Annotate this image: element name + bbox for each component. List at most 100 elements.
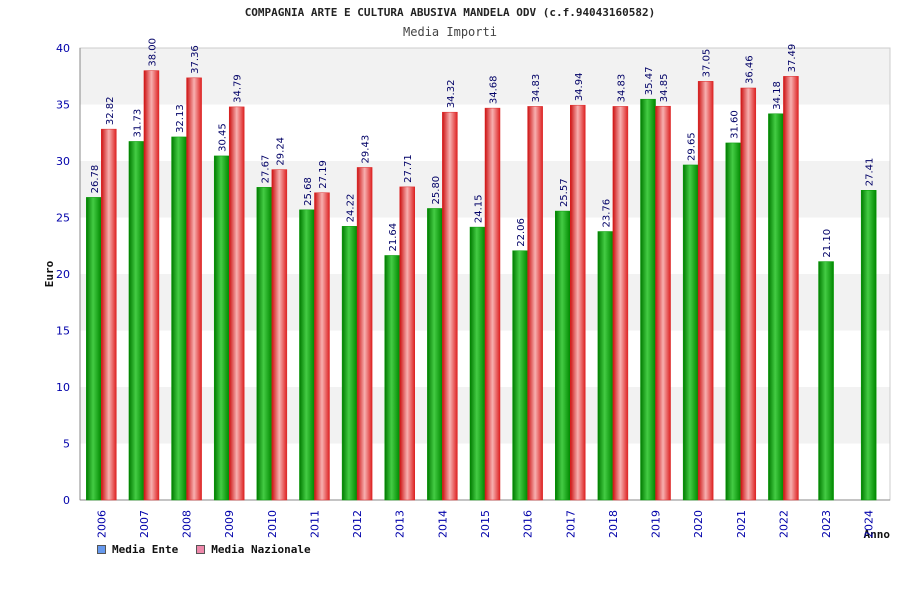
data-label: 27.67 (260, 155, 271, 184)
bar-media-ente (860, 190, 877, 501)
data-label: 29.65 (687, 132, 698, 161)
data-label: 30.45 (218, 123, 229, 152)
x-tick-label: 2008 (181, 510, 194, 538)
data-label: 34.83 (616, 74, 627, 103)
legend-swatch-nazionale (196, 545, 206, 554)
x-tick-label: 2014 (436, 510, 449, 538)
bar-media-nazionale (399, 186, 415, 501)
x-tick-label: 2019 (650, 510, 663, 538)
data-label: 32.82 (105, 96, 116, 125)
bar-media-nazionale (570, 104, 586, 501)
bar-media-ente (640, 98, 656, 501)
data-label: 26.78 (90, 165, 101, 194)
bar-media-ente (512, 250, 528, 501)
data-label: 21.10 (822, 229, 833, 258)
data-label: 24.15 (474, 194, 485, 223)
legend-item-ente: Media Ente (97, 543, 178, 556)
bar-media-ente (818, 261, 834, 501)
x-tick-label: 2015 (479, 510, 492, 538)
y-axis-label: Euro (43, 260, 56, 287)
bar-media-ente (768, 113, 784, 501)
bar-media-nazionale (655, 105, 671, 501)
bar-media-ente (725, 142, 742, 501)
data-label: 27.41 (865, 158, 876, 187)
x-tick-label: 2016 (522, 510, 535, 538)
data-label: 29.24 (275, 137, 286, 166)
legend: Media Ente Media Nazionale (97, 543, 311, 556)
data-label: 32.13 (175, 104, 186, 133)
bar-media-nazionale (143, 70, 160, 501)
bar-media-ente (427, 208, 443, 501)
data-label: 34.79 (233, 74, 244, 103)
bar-media-nazionale (228, 106, 245, 501)
chart-title: COMPAGNIA ARTE E CULTURA ABUSIVA MANDELA… (244, 6, 656, 19)
bar-media-nazionale (697, 81, 714, 501)
data-label: 25.80 (431, 176, 442, 205)
bar-media-nazionale (271, 169, 288, 501)
bars (86, 70, 877, 501)
x-tick-label: 2010 (266, 510, 279, 538)
y-tick-label: 40 (56, 42, 70, 55)
x-tick-label: 2009 (223, 510, 236, 538)
x-axis-label: Anno (864, 528, 891, 541)
data-label: 35.47 (644, 67, 655, 96)
x-tick-label: 2007 (138, 510, 151, 538)
data-labels: 26.78 32.82 31.73 38.00 32.13 37.36 30.45 34.79… (90, 38, 876, 258)
data-label: 27.71 (403, 154, 414, 183)
bar-media-ente (555, 210, 571, 501)
y-tick-label: 0 (63, 494, 70, 507)
data-label: 31.73 (132, 109, 143, 138)
y-tick-label: 25 (56, 212, 70, 225)
data-label: 37.05 (702, 49, 713, 78)
bar-media-nazionale (740, 87, 757, 501)
x-tick-label: 2013 (394, 510, 407, 538)
x-tick-label: 2017 (564, 510, 577, 538)
data-label: 25.57 (559, 178, 570, 207)
bar-media-ente (171, 136, 187, 501)
bar-media-ente (682, 164, 699, 501)
y-tick-label: 10 (56, 381, 70, 394)
legend-swatch-ente (97, 545, 106, 554)
data-label: 22.06 (516, 218, 527, 247)
data-label: 34.94 (574, 73, 585, 102)
y-tick-label: 20 (56, 268, 70, 281)
x-tick-label: 2023 (820, 510, 833, 538)
data-label: 34.83 (531, 74, 542, 103)
bar-media-ente (597, 231, 614, 501)
bar-media-ente (128, 141, 145, 501)
bar-media-nazionale (442, 111, 458, 501)
x-tick-label: 2006 (95, 510, 108, 538)
legend-label-ente: Media Ente (112, 543, 179, 556)
data-label: 24.22 (346, 194, 357, 223)
bar-media-ente (341, 226, 358, 501)
bar-media-nazionale (356, 167, 373, 501)
bar-media-ente (256, 187, 273, 501)
data-label: 36.46 (744, 55, 755, 84)
data-label: 34.18 (772, 81, 783, 110)
data-label: 34.68 (489, 75, 500, 104)
data-label: 23.76 (601, 199, 612, 228)
bar-media-nazionale (527, 106, 543, 501)
x-tick-label: 2022 (777, 510, 790, 538)
x-tick-label: 2020 (692, 510, 705, 538)
bar-media-nazionale (484, 107, 501, 501)
bar-media-ente (469, 226, 486, 501)
data-label: 34.32 (446, 80, 457, 109)
legend-label-nazionale: Media Nazionale (211, 543, 311, 556)
data-label: 34.85 (659, 74, 670, 103)
data-label: 27.19 (318, 160, 329, 189)
data-label: 31.60 (729, 110, 740, 139)
y-tick-label: 15 (56, 325, 70, 338)
data-label: 25.68 (303, 177, 314, 206)
bar-media-ente (299, 209, 315, 501)
bar-media-nazionale (101, 128, 117, 501)
bar-media-nazionale (612, 106, 629, 501)
x-tick-label: 2018 (607, 510, 620, 538)
bar-media-ente (384, 255, 400, 501)
chart-subtitle: Media Importi (403, 25, 497, 39)
bar-media-nazionale (186, 77, 202, 501)
y-tick-label: 30 (56, 155, 70, 168)
data-label: 38.00 (147, 38, 158, 67)
data-label: 37.49 (787, 44, 798, 73)
